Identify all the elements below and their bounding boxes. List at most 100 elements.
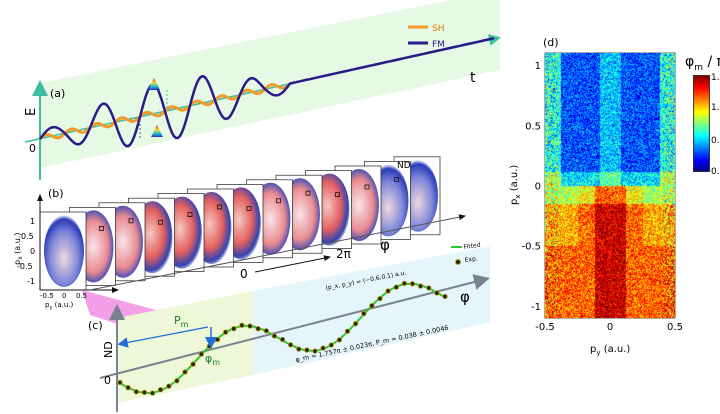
- exp-point: [304, 347, 310, 353]
- colorbar-tick: 0.5: [711, 136, 720, 146]
- exp-point: [255, 326, 261, 332]
- exp-point: [263, 328, 269, 334]
- e-axis-label: E: [24, 108, 39, 116]
- origin-label: 0: [29, 142, 36, 155]
- x-tick-label: -0.5: [535, 322, 555, 333]
- exp-point: [198, 351, 204, 357]
- px-label: px (a.u.): [13, 233, 24, 265]
- phase-symbol: φ: [380, 236, 390, 254]
- py-tick: -0.5: [40, 292, 54, 300]
- exp-point: [157, 387, 164, 393]
- exp-point: [361, 310, 367, 317]
- exp-point: [239, 322, 245, 328]
- exp-point: [214, 336, 221, 343]
- origin-label: 0: [104, 374, 111, 387]
- px-tick: 0.5: [21, 232, 34, 241]
- phim-label: φm: [205, 352, 220, 367]
- fm-wave: [38, 36, 495, 148]
- exp-point: [401, 280, 408, 287]
- legend-sh: SH: [432, 24, 444, 34]
- stack-axis: [89, 214, 466, 291]
- exp-point: [222, 329, 229, 335]
- colorbar: [693, 75, 710, 172]
- exp-point: [344, 328, 351, 334]
- panel-c: (c) ND 0 φ Pm φm (p_x, p_y) = (−0.6,0.1)…: [88, 242, 490, 412]
- nd-axis-label: ND: [102, 341, 115, 358]
- exp-point: [312, 348, 318, 354]
- px-tick: 0: [30, 247, 35, 256]
- exp-point: [385, 288, 391, 294]
- exp-point: [393, 284, 399, 290]
- panel-b: (b) px (a.u.) py (a.u.) 1 0.5 0 -0.5 -1 …: [13, 156, 466, 338]
- legend-exp: Exp.: [464, 255, 478, 264]
- colorbar-tick: 1.4: [711, 103, 720, 113]
- colorbar-tick: 1.5: [711, 73, 720, 83]
- phi-axis-label: φ: [460, 288, 470, 306]
- panel-d-label: (d): [543, 36, 559, 49]
- y-tick-label: 1: [535, 61, 541, 72]
- blue-zone: [253, 246, 490, 375]
- exp-point: [125, 385, 131, 391]
- exp-point: [417, 283, 424, 289]
- exp-point: [409, 281, 416, 287]
- exp-point: [133, 389, 139, 395]
- y-tick-label: -1: [531, 302, 541, 313]
- px-tick: -0.5: [17, 262, 33, 271]
- colorbar-tick: 0.4: [711, 167, 720, 177]
- exp-point: [166, 383, 172, 389]
- heatmap-xlabel: py (a.u.): [590, 344, 630, 357]
- y-tick-label: 0.5: [525, 121, 541, 132]
- y-tick-label: -0.5: [521, 242, 541, 253]
- colorbar-title: φm / π: [685, 54, 720, 73]
- py-label: py (a.u.): [45, 301, 74, 311]
- exp-point: [231, 326, 237, 332]
- panel-a: (a) E 0 t SH FM: [24, 0, 501, 180]
- panel-a-label: (a): [50, 87, 65, 100]
- exp-point: [271, 333, 278, 339]
- legend-exp-swatch: [455, 259, 461, 265]
- phase-start: 0: [240, 267, 248, 281]
- py-tick: 0: [62, 292, 66, 300]
- wavepacket-icon: [151, 125, 163, 137]
- exp-point: [149, 390, 156, 396]
- panel-c-label: (c): [88, 319, 103, 332]
- exp-point: [426, 285, 432, 291]
- exp-point: [182, 369, 188, 375]
- x-tick-label: 0.5: [667, 322, 683, 333]
- y-tick-label: 0: [535, 182, 541, 193]
- exp-point: [279, 336, 286, 343]
- x-tick-label: 0: [607, 322, 613, 333]
- phi-axis: [99, 274, 490, 379]
- frame-stack: [39, 156, 441, 291]
- phase-end: 2π: [336, 247, 351, 261]
- pm-arrow: [117, 326, 209, 348]
- exp-point: [328, 342, 334, 348]
- green-zone: [117, 291, 253, 403]
- heatmap-ylabel: px (a.u.): [509, 165, 522, 205]
- experimental-points: [117, 280, 448, 396]
- exp-point: [434, 290, 440, 296]
- legend-fitted: Fitted: [463, 242, 481, 251]
- heatmap: [545, 53, 675, 318]
- exp-point: [320, 345, 326, 351]
- pm-label: Pm: [174, 314, 189, 329]
- exp-point: [287, 342, 294, 348]
- wavepacket-icon: [148, 78, 160, 90]
- exp-point: [141, 389, 148, 396]
- t-axis-label: t: [470, 70, 476, 86]
- exp-point: [190, 361, 196, 367]
- panel-b-label: (b): [48, 187, 64, 200]
- exp-point: [296, 346, 302, 352]
- exp-point: [174, 378, 180, 384]
- nd-label: ND: [397, 161, 411, 171]
- exp-point: [352, 321, 359, 327]
- exp-point: [336, 337, 343, 343]
- px-tick: 1: [30, 217, 35, 226]
- exp-point: [442, 293, 448, 300]
- exp-point: [369, 303, 375, 309]
- phase-arrow: [254, 255, 331, 273]
- momentum-frame: [39, 211, 87, 291]
- px-tick: -1: [27, 277, 35, 286]
